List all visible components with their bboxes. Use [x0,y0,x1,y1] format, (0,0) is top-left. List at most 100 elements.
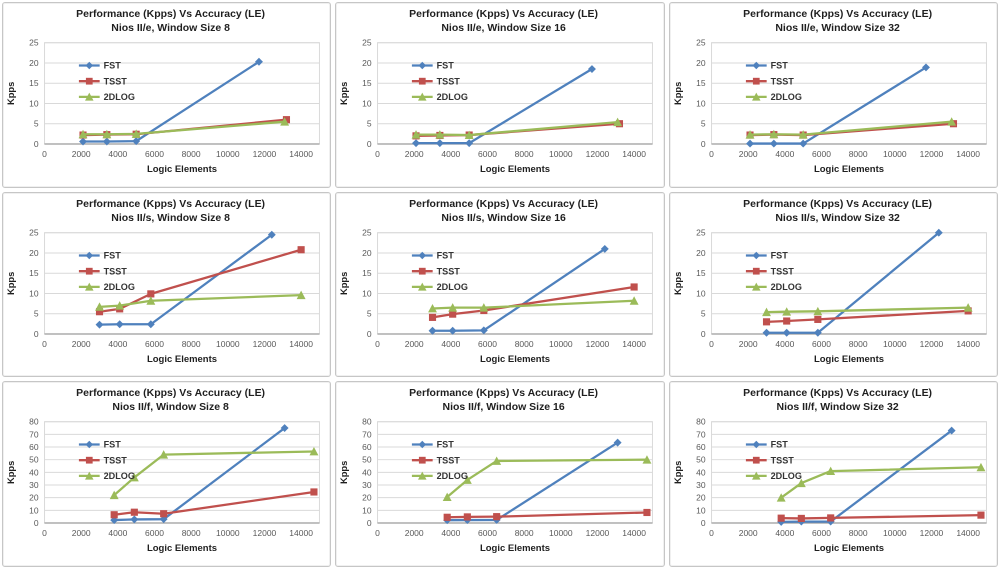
triangle-marker-icon [769,129,778,139]
svg-text:6000: 6000 [478,339,497,349]
series-2DLOG [78,117,290,139]
legend-label: FST [104,440,122,450]
gridlines [377,231,654,335]
svg-text:8000: 8000 [848,149,867,159]
legend-label: TSST [104,76,128,86]
triangle-marker-icon [309,447,319,456]
svg-text:10: 10 [362,288,372,298]
legend: FST TSST 2DLOG [78,61,135,102]
chart-title: Performance (Kpps) Vs Accuracy (LE) [409,8,598,20]
legend-label: FST [437,250,455,260]
x-axis-ticks: 0 2000 4000 6000 8000 10000 12000 14000 [42,528,313,538]
square-marker-icon [826,514,834,522]
svg-text:10000: 10000 [549,528,573,538]
y-axis-label: Kpps [339,82,349,105]
y-axis-ticks: 0 10 20 30 40 50 60 70 80 [362,417,372,528]
chart-panel: Performance (Kpps) Vs Accuracy (LE) Nios … [335,2,665,188]
diamond-marker-icon [934,228,943,237]
square-marker-icon [85,457,93,464]
svg-text:6000: 6000 [812,149,831,159]
triangle-marker-icon [479,302,489,312]
svg-text:12000: 12000 [586,528,610,538]
chart-svg: Performance (Kpps) Vs Accuracy (LE)Nios … [6,198,320,364]
square-marker-icon [449,310,457,318]
x-axis-label: Logic Elements [147,353,217,364]
diamond-marker-icon [480,326,489,334]
chart-subtitle: Nios II/s, Window Size 16 [442,211,567,223]
legend: FST TSST 2DLOG [412,250,468,292]
square-marker-icon [297,245,305,253]
square-marker-icon [464,513,472,521]
triangle-marker-icon [825,466,835,476]
triangle-marker-icon [131,129,141,138]
chart-panel: Performance (Kpps) Vs Accuracy (LE) Nios … [668,2,998,188]
svg-text:5: 5 [701,119,706,129]
svg-text:4000: 4000 [775,339,794,349]
gridlines [44,421,320,524]
x-axis-label: Logic Elements [147,543,217,554]
triangle-marker-icon [751,282,761,291]
legend-label: 2DLOG [770,282,801,292]
svg-text:20: 20 [362,248,372,258]
diamond-marker-icon [436,139,445,148]
svg-text:70: 70 [696,430,706,440]
legend-label: FST [770,250,788,260]
diamond-marker-icon [947,426,956,435]
series-2DLOG [761,302,973,316]
triangle-marker-icon [109,490,119,500]
diamond-marker-icon [159,515,168,524]
svg-text:0: 0 [375,149,380,159]
diamond-marker-icon [762,328,771,337]
diamond-marker-icon [921,63,930,72]
x-axis-ticks: 0 2000 4000 6000 8000 10000 12000 14000 [375,528,646,538]
square-marker-icon [752,77,760,85]
svg-text:14000: 14000 [289,528,313,538]
legend-label: 2DLOG [437,282,468,292]
diamond-marker-icon [798,139,807,148]
chart-title: Performance (Kpps) Vs Accuracy (LE) [410,198,599,210]
svg-text:30: 30 [696,480,706,490]
diamond-marker-icon [412,139,421,148]
triangle-marker-icon [946,117,956,126]
svg-text:6000: 6000 [145,149,164,159]
svg-text:20: 20 [696,493,706,503]
svg-text:10: 10 [696,506,706,516]
triangle-marker-icon [102,129,112,139]
triangle-marker-icon [781,306,791,316]
svg-text:6000: 6000 [478,149,497,159]
x-axis-label: Logic Elements [480,543,550,554]
diamond-marker-icon [79,137,87,146]
gridlines [377,42,654,145]
chart-title: Performance (Kpps) Vs Accuracy (LE) [76,8,265,20]
legend-label: FST [437,440,455,450]
diamond-marker-icon [130,515,139,524]
legend: FST TSST 2DLOG [745,250,802,292]
triangle-marker-icon [798,130,808,139]
svg-text:40: 40 [696,468,706,478]
square-marker-icon [977,511,985,520]
y-axis-label: Kpps [673,271,683,294]
svg-text:14000: 14000 [623,528,647,538]
diamond-marker-icon [752,441,760,449]
triangle-marker-icon [280,117,290,126]
chart-title: Performance (Kpps) Vs Accuracy (LE) [76,198,265,210]
triangle-marker-icon [745,130,755,139]
svg-text:20: 20 [29,58,39,68]
y-axis-label: Kpps [6,271,16,294]
diamond-marker-icon [813,328,822,337]
svg-text:10000: 10000 [216,339,240,349]
svg-text:0: 0 [367,139,372,149]
svg-text:10000: 10000 [216,528,240,538]
diamond-marker-icon [418,441,427,449]
svg-text:6000: 6000 [145,339,164,349]
svg-text:25: 25 [362,38,372,48]
x-axis-label: Logic Elements [147,164,217,175]
svg-text:10: 10 [29,288,39,298]
svg-text:12000: 12000 [919,528,943,538]
svg-text:25: 25 [29,38,39,48]
svg-text:15: 15 [29,268,39,278]
svg-text:20: 20 [362,58,372,68]
diamond-marker-icon [465,139,474,148]
y-axis-label: Kpps [339,271,349,294]
